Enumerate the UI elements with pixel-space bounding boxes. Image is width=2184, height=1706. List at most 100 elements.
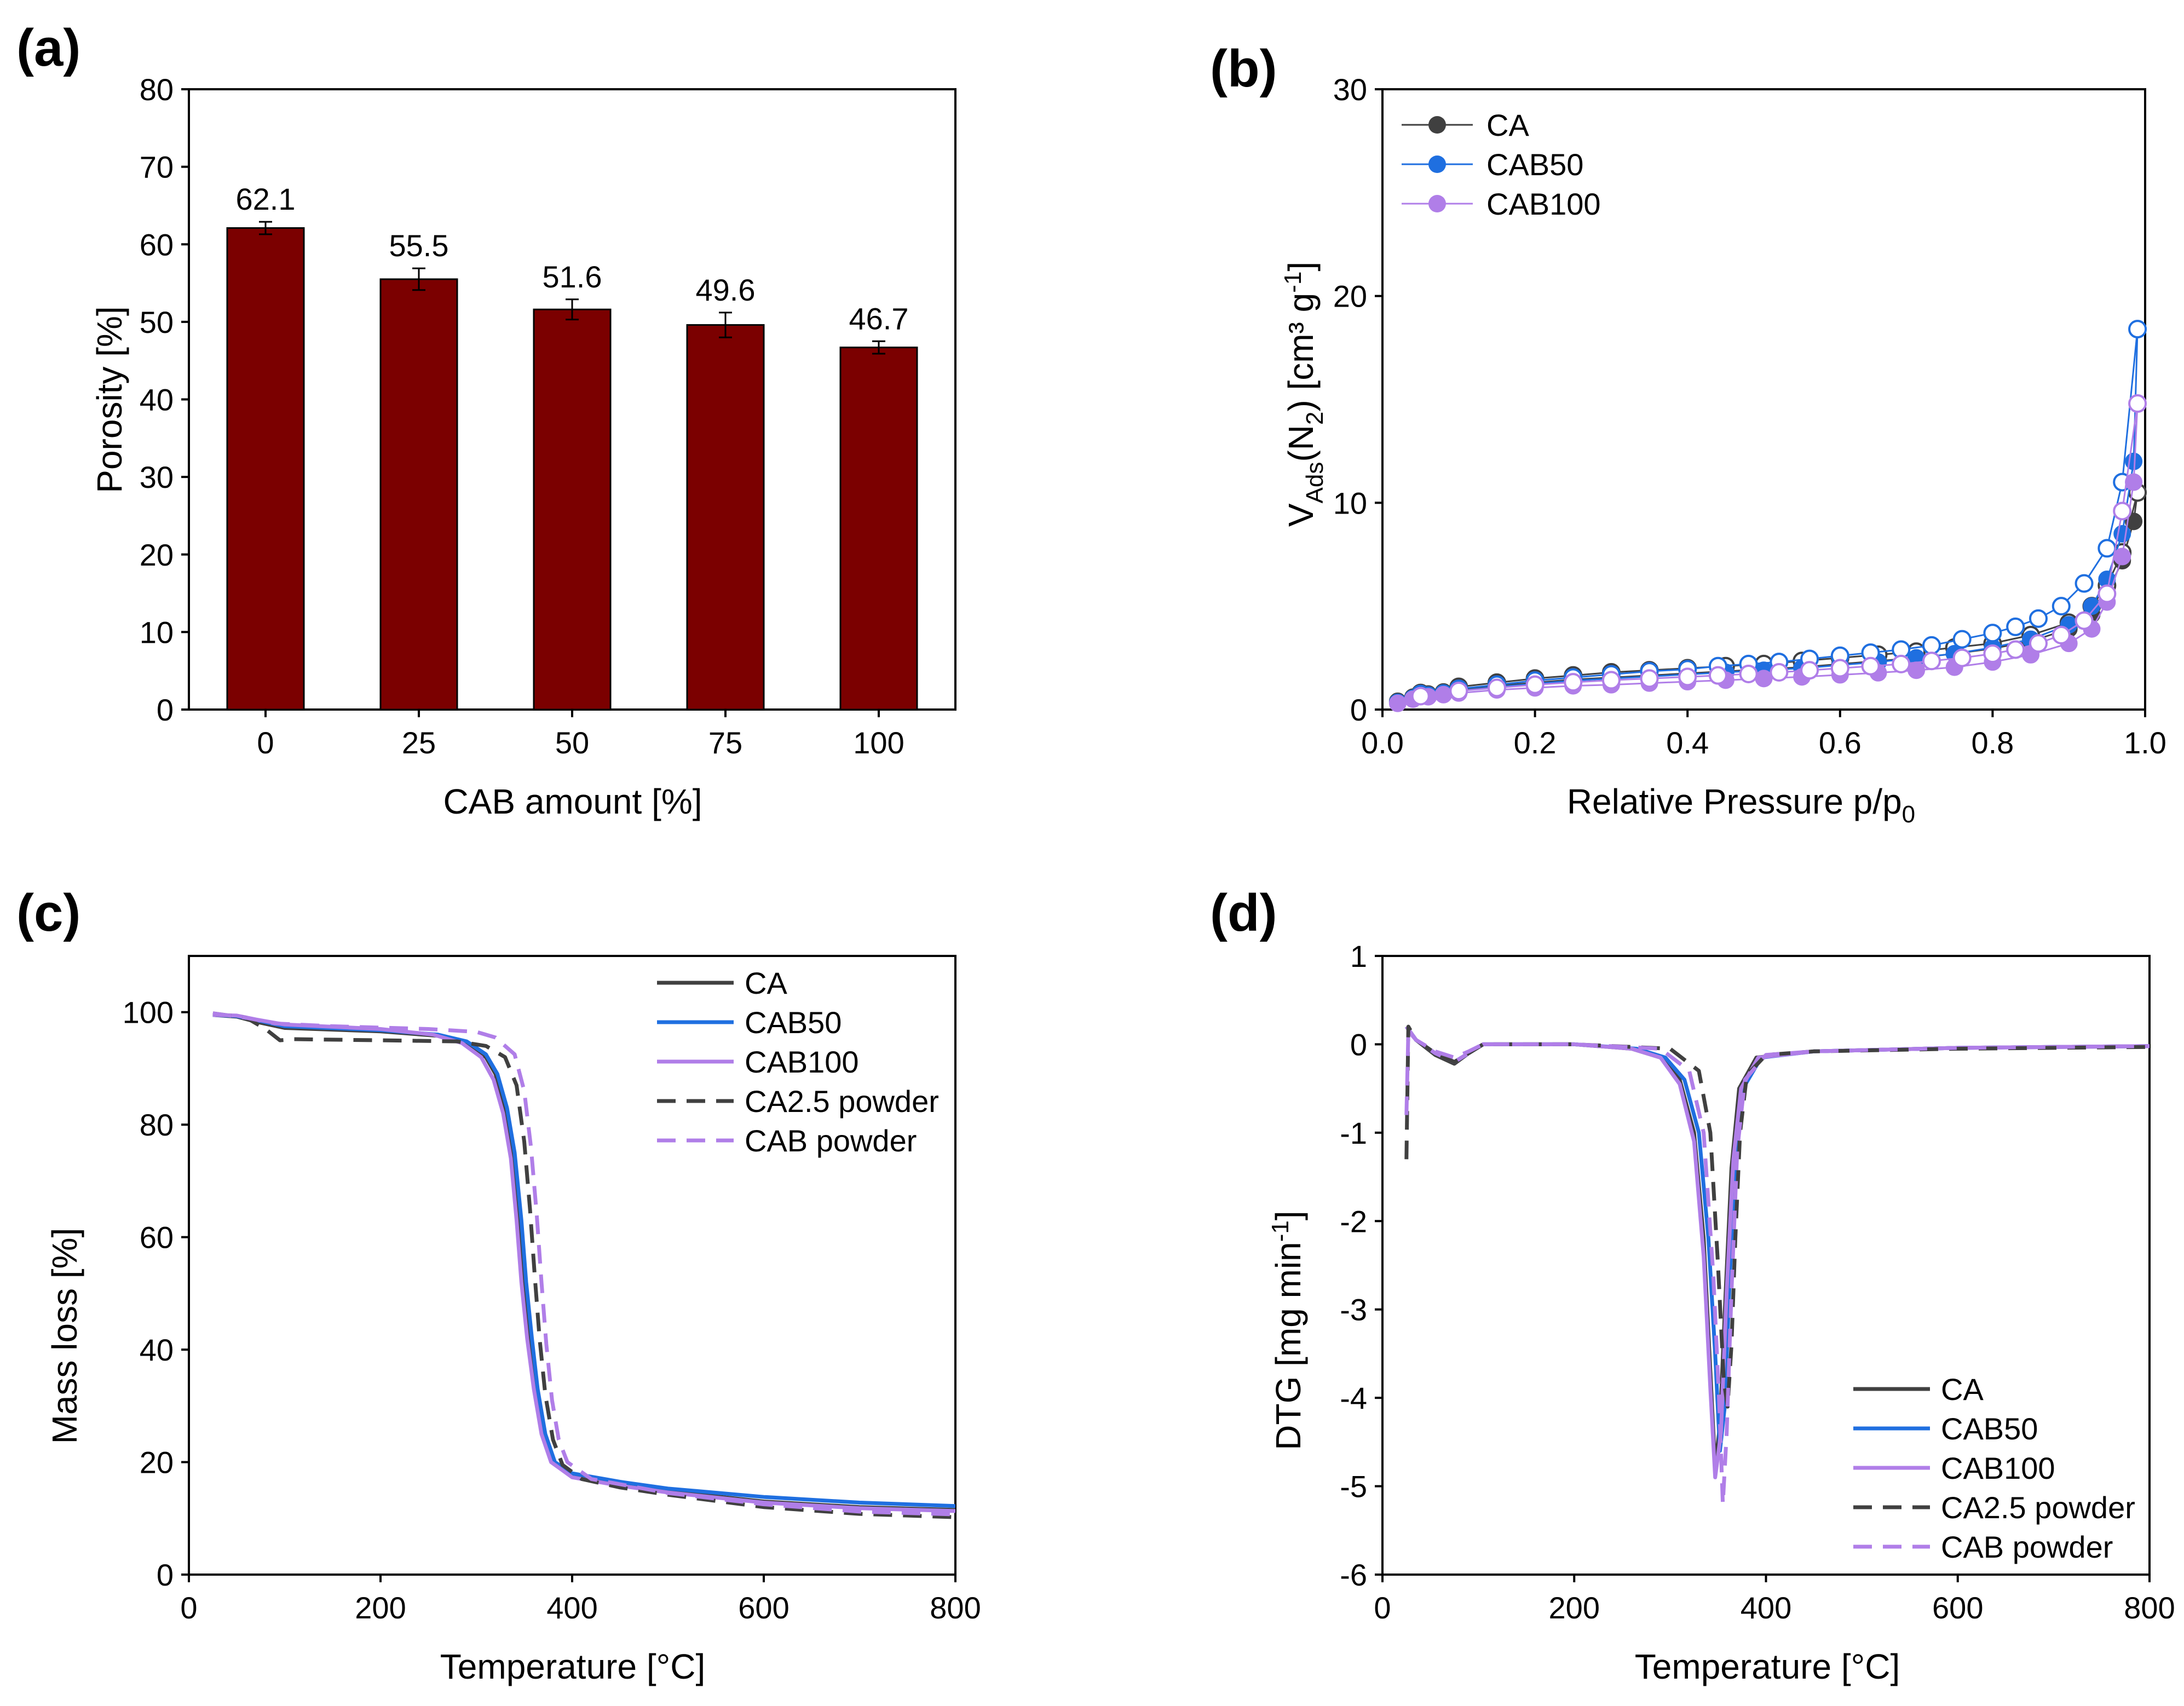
c-legend-label: CA xyxy=(745,966,787,1000)
b-y-tick-label: 20 xyxy=(1333,279,1367,314)
c-x-tick-label: 200 xyxy=(355,1590,406,1625)
b-y-tick-label: 10 xyxy=(1333,486,1367,520)
d-series-line xyxy=(1404,1024,2150,1409)
a-bar xyxy=(226,227,305,711)
a-bar xyxy=(533,308,612,711)
b-point-desorption xyxy=(2097,584,2117,603)
d-ylabel-exp: -1 xyxy=(1267,1220,1294,1242)
b-ylabel-n: (N xyxy=(1281,425,1321,462)
panel-b-label: (b) xyxy=(1210,39,1277,98)
c-y-tick-label: 60 xyxy=(140,1220,174,1255)
b-point-desorption xyxy=(2097,539,2117,558)
a-x-tick-label: 100 xyxy=(853,725,904,760)
d-x-tick-label: 0 xyxy=(1374,1590,1391,1625)
panel-b-n2-isotherm-chart: Relative Pressure p/p0 VAds(N2) [cm³ g-1… xyxy=(1280,72,2166,828)
c-y-axis-label: Mass loss [%] xyxy=(45,1228,84,1444)
a-y-tick-label: 10 xyxy=(140,615,174,649)
a-x-axis-label: CAB amount [%] xyxy=(443,782,702,821)
d-x-tick-label: 800 xyxy=(2124,1590,2175,1625)
a-bar xyxy=(379,278,458,711)
b-point-desorption xyxy=(1830,659,1849,678)
c-x-tick-label: 400 xyxy=(546,1590,597,1625)
a-y-tick-label: 80 xyxy=(140,72,174,107)
b-ylabel-v: V xyxy=(1281,503,1321,527)
b-point-desorption xyxy=(2006,640,2025,659)
b-point-desorption xyxy=(1525,675,1545,694)
b-point-adsorption xyxy=(2125,473,2143,491)
c-legend-label: CAB powder xyxy=(745,1123,917,1158)
b-ylabel-2: 2 xyxy=(1301,412,1328,425)
d-legend-label: CA2.5 powder xyxy=(1941,1490,2135,1525)
d-y-axis-label: DTG [mg min-1] xyxy=(1267,1211,1308,1450)
a-x-tick-label: 25 xyxy=(402,725,436,760)
d-series-line xyxy=(1404,1025,2150,1471)
panel-c-tga-chart: Temperature [°C] Mass loss [%] 0 20 40 60 80… xyxy=(45,955,981,1686)
b-point-desorption xyxy=(1449,682,1468,701)
panel-d-dtg-chart: Temperature [°C] DTG [mg min-1] 10-1-2-3… xyxy=(1267,939,2175,1686)
a-bar-value-label: 51.6 xyxy=(543,260,602,294)
d-y-tick-label: 1 xyxy=(1350,939,1367,973)
panel-a-porosity-bar-chart: CAB amount [%] Porosity [%] 0 10 20 30 40 50 6… xyxy=(90,72,956,821)
b-x-tick-label: 0.6 xyxy=(1819,725,1862,760)
b-ylabel-exp: -1 xyxy=(1280,272,1306,293)
c-y-tick-label: 20 xyxy=(140,1445,174,1480)
c-legend-label: CAB100 xyxy=(745,1045,859,1079)
b-point-desorption xyxy=(1983,624,2002,643)
b-y-axis-label: VAds(N2) [cm³ g-1] xyxy=(1280,262,1328,527)
d-ylabel-main: DTG [mg min xyxy=(1269,1242,1308,1450)
b-x-tick-label: 0.8 xyxy=(1971,725,2014,760)
b-point-desorption xyxy=(1952,630,1972,649)
b-point-desorption xyxy=(2006,617,2025,636)
c-x-tick-label: 800 xyxy=(930,1590,981,1625)
d-y-tick-label: -3 xyxy=(1340,1293,1367,1327)
b-point-desorption xyxy=(1640,669,1659,688)
a-y-tick-label: 20 xyxy=(140,538,174,572)
b-point-desorption xyxy=(1952,648,1972,667)
b-point-desorption xyxy=(2128,320,2147,339)
b-point-desorption xyxy=(2052,597,2071,616)
b-ylabel-close: ] xyxy=(1281,262,1321,272)
d-legend-label: CAB100 xyxy=(1941,1451,2055,1485)
b-y-tick-label: 30 xyxy=(1333,72,1367,107)
b-point-desorption xyxy=(2074,611,2094,630)
b-xlabel-sub: 0 xyxy=(1902,801,1915,828)
panel-c-label: (c) xyxy=(16,884,80,942)
d-legend-label: CAB powder xyxy=(1941,1530,2113,1564)
d-y-tick-label: 0 xyxy=(1350,1027,1367,1062)
d-y-tick-label: -1 xyxy=(1340,1116,1367,1150)
b-x-tick-label: 0.0 xyxy=(1361,725,1404,760)
c-x-axis-label: Temperature [°C] xyxy=(440,1647,705,1686)
c-y-tick-label: 40 xyxy=(140,1333,174,1367)
d-ylabel-close: ] xyxy=(1269,1211,1308,1220)
d-y-tick-label: -2 xyxy=(1340,1204,1367,1238)
d-x-tick-label: 400 xyxy=(1741,1590,1791,1625)
a-bar-value-label: 62.1 xyxy=(236,182,296,216)
d-series-line xyxy=(1404,1025,2150,1479)
b-point-desorption xyxy=(1983,644,2002,664)
b-point-adsorption xyxy=(1908,661,1926,679)
a-bar-value-label: 46.7 xyxy=(849,301,909,336)
a-bar xyxy=(839,347,918,711)
b-point-adsorption xyxy=(1388,694,1407,712)
d-x-axis-label: Temperature [°C] xyxy=(1635,1647,1900,1686)
b-x-tick-label: 0.4 xyxy=(1666,725,1709,760)
b-legend-label: CA xyxy=(1486,108,1529,142)
b-x-tick-label: 0.2 xyxy=(1514,725,1557,760)
d-x-tick-label: 600 xyxy=(1932,1590,1983,1625)
a-x-tick-label: 0 xyxy=(257,725,274,760)
b-legend-label: CAB100 xyxy=(1486,187,1601,221)
b-legend-marker xyxy=(1428,116,1446,134)
a-bar-value-label: 55.5 xyxy=(389,228,449,263)
d-legend-label: CA xyxy=(1941,1372,1984,1407)
a-bar-value-label: 49.6 xyxy=(696,273,756,307)
c-series-line xyxy=(212,1011,955,1517)
b-y-tick-label: 0 xyxy=(1350,693,1367,727)
c-legend-label: CA2.5 powder xyxy=(745,1084,939,1119)
c-y-tick-label: 100 xyxy=(123,995,174,1030)
b-point-desorption xyxy=(2052,626,2071,645)
b-point-desorption xyxy=(1922,636,1941,655)
b-legend-marker xyxy=(1428,155,1446,173)
a-y-tick-label: 60 xyxy=(140,227,174,262)
c-x-tick-label: 600 xyxy=(738,1590,789,1625)
